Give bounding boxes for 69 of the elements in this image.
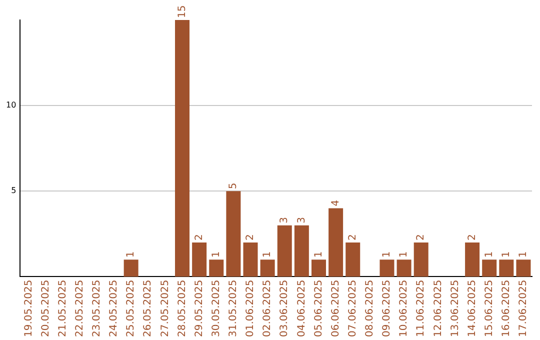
x-tick-label: 25.05.2025 [126, 280, 137, 338]
data-label: 1 [126, 251, 137, 258]
x-tick-label: 09.06.2025 [382, 280, 393, 338]
x-tick-label: 28.05.2025 [176, 280, 188, 338]
x-tick-label: 14.06.2025 [466, 280, 478, 338]
x-tick-label: 29.05.2025 [194, 280, 205, 338]
bar [346, 242, 360, 277]
bar [396, 260, 412, 277]
bar [124, 260, 138, 277]
data-label: 2 [245, 234, 256, 241]
data-label: 4 [330, 200, 342, 206]
x-tick-label: 06.06.2025 [330, 280, 342, 338]
bar [499, 260, 514, 277]
bar [175, 20, 190, 277]
x-tick-label: 04.06.2025 [296, 280, 308, 338]
bar [192, 242, 207, 277]
data-label: 5 [228, 182, 240, 190]
x-tick-label: 10.06.2025 [398, 280, 410, 338]
data-label: 1 [398, 251, 410, 258]
x-tick-label: 11.06.2025 [416, 280, 427, 338]
x-tick-label: 03.06.2025 [279, 280, 290, 338]
bar [516, 260, 531, 277]
bar [226, 191, 241, 277]
x-tick-label: 21.05.2025 [57, 280, 68, 338]
x-tick-label: 08.06.2025 [364, 280, 376, 338]
data-label: 1 [382, 251, 393, 258]
data-label: 1 [210, 251, 222, 258]
data-label: 2 [194, 234, 205, 241]
x-tick-label: 17.06.2025 [518, 280, 530, 338]
x-tick-label: 19.05.2025 [23, 280, 34, 338]
bar [414, 242, 428, 277]
data-label: 2 [416, 234, 427, 241]
x-tick-label: 16.06.2025 [501, 280, 512, 338]
x-tick-label: 05.06.2025 [313, 280, 324, 338]
x-tick-label: 15.06.2025 [484, 280, 495, 338]
y-tick-label: 10 [6, 100, 16, 110]
data-label: 1 [518, 251, 530, 258]
x-tick-label: 02.06.2025 [262, 280, 274, 338]
x-tick-label: 12.06.2025 [432, 280, 444, 338]
x-tick-label: 27.05.2025 [160, 280, 171, 338]
x-tick-label: 13.06.2025 [450, 280, 461, 338]
data-label: 1 [501, 251, 512, 258]
bar [380, 260, 394, 277]
bar [260, 260, 275, 277]
x-tick-label: 20.05.2025 [40, 280, 52, 338]
x-tick-label: 07.06.2025 [347, 280, 358, 338]
x-tick-label: 31.05.2025 [228, 280, 240, 338]
data-label: 1 [262, 251, 274, 258]
data-label: 1 [484, 251, 495, 258]
bar [328, 208, 344, 277]
x-tick-label: 23.05.2025 [92, 280, 103, 338]
bar [311, 260, 326, 277]
x-tick-label: 22.05.2025 [74, 280, 86, 338]
data-label: 2 [347, 234, 358, 241]
data-label: 15 [176, 5, 188, 18]
bar [294, 225, 309, 277]
data-label: 3 [296, 217, 308, 224]
bar [243, 242, 258, 277]
x-tick-label: 30.05.2025 [210, 280, 222, 338]
bar [482, 260, 497, 277]
data-label: 2 [466, 234, 478, 241]
bar [277, 225, 292, 277]
x-tick-label: 26.05.2025 [142, 280, 154, 338]
bar [465, 242, 480, 277]
data-label: 3 [279, 217, 290, 224]
data-label: 1 [313, 251, 324, 258]
bar [209, 260, 224, 277]
x-tick-label: 24.05.2025 [108, 280, 120, 338]
x-tick-label: 01.06.2025 [245, 280, 256, 338]
